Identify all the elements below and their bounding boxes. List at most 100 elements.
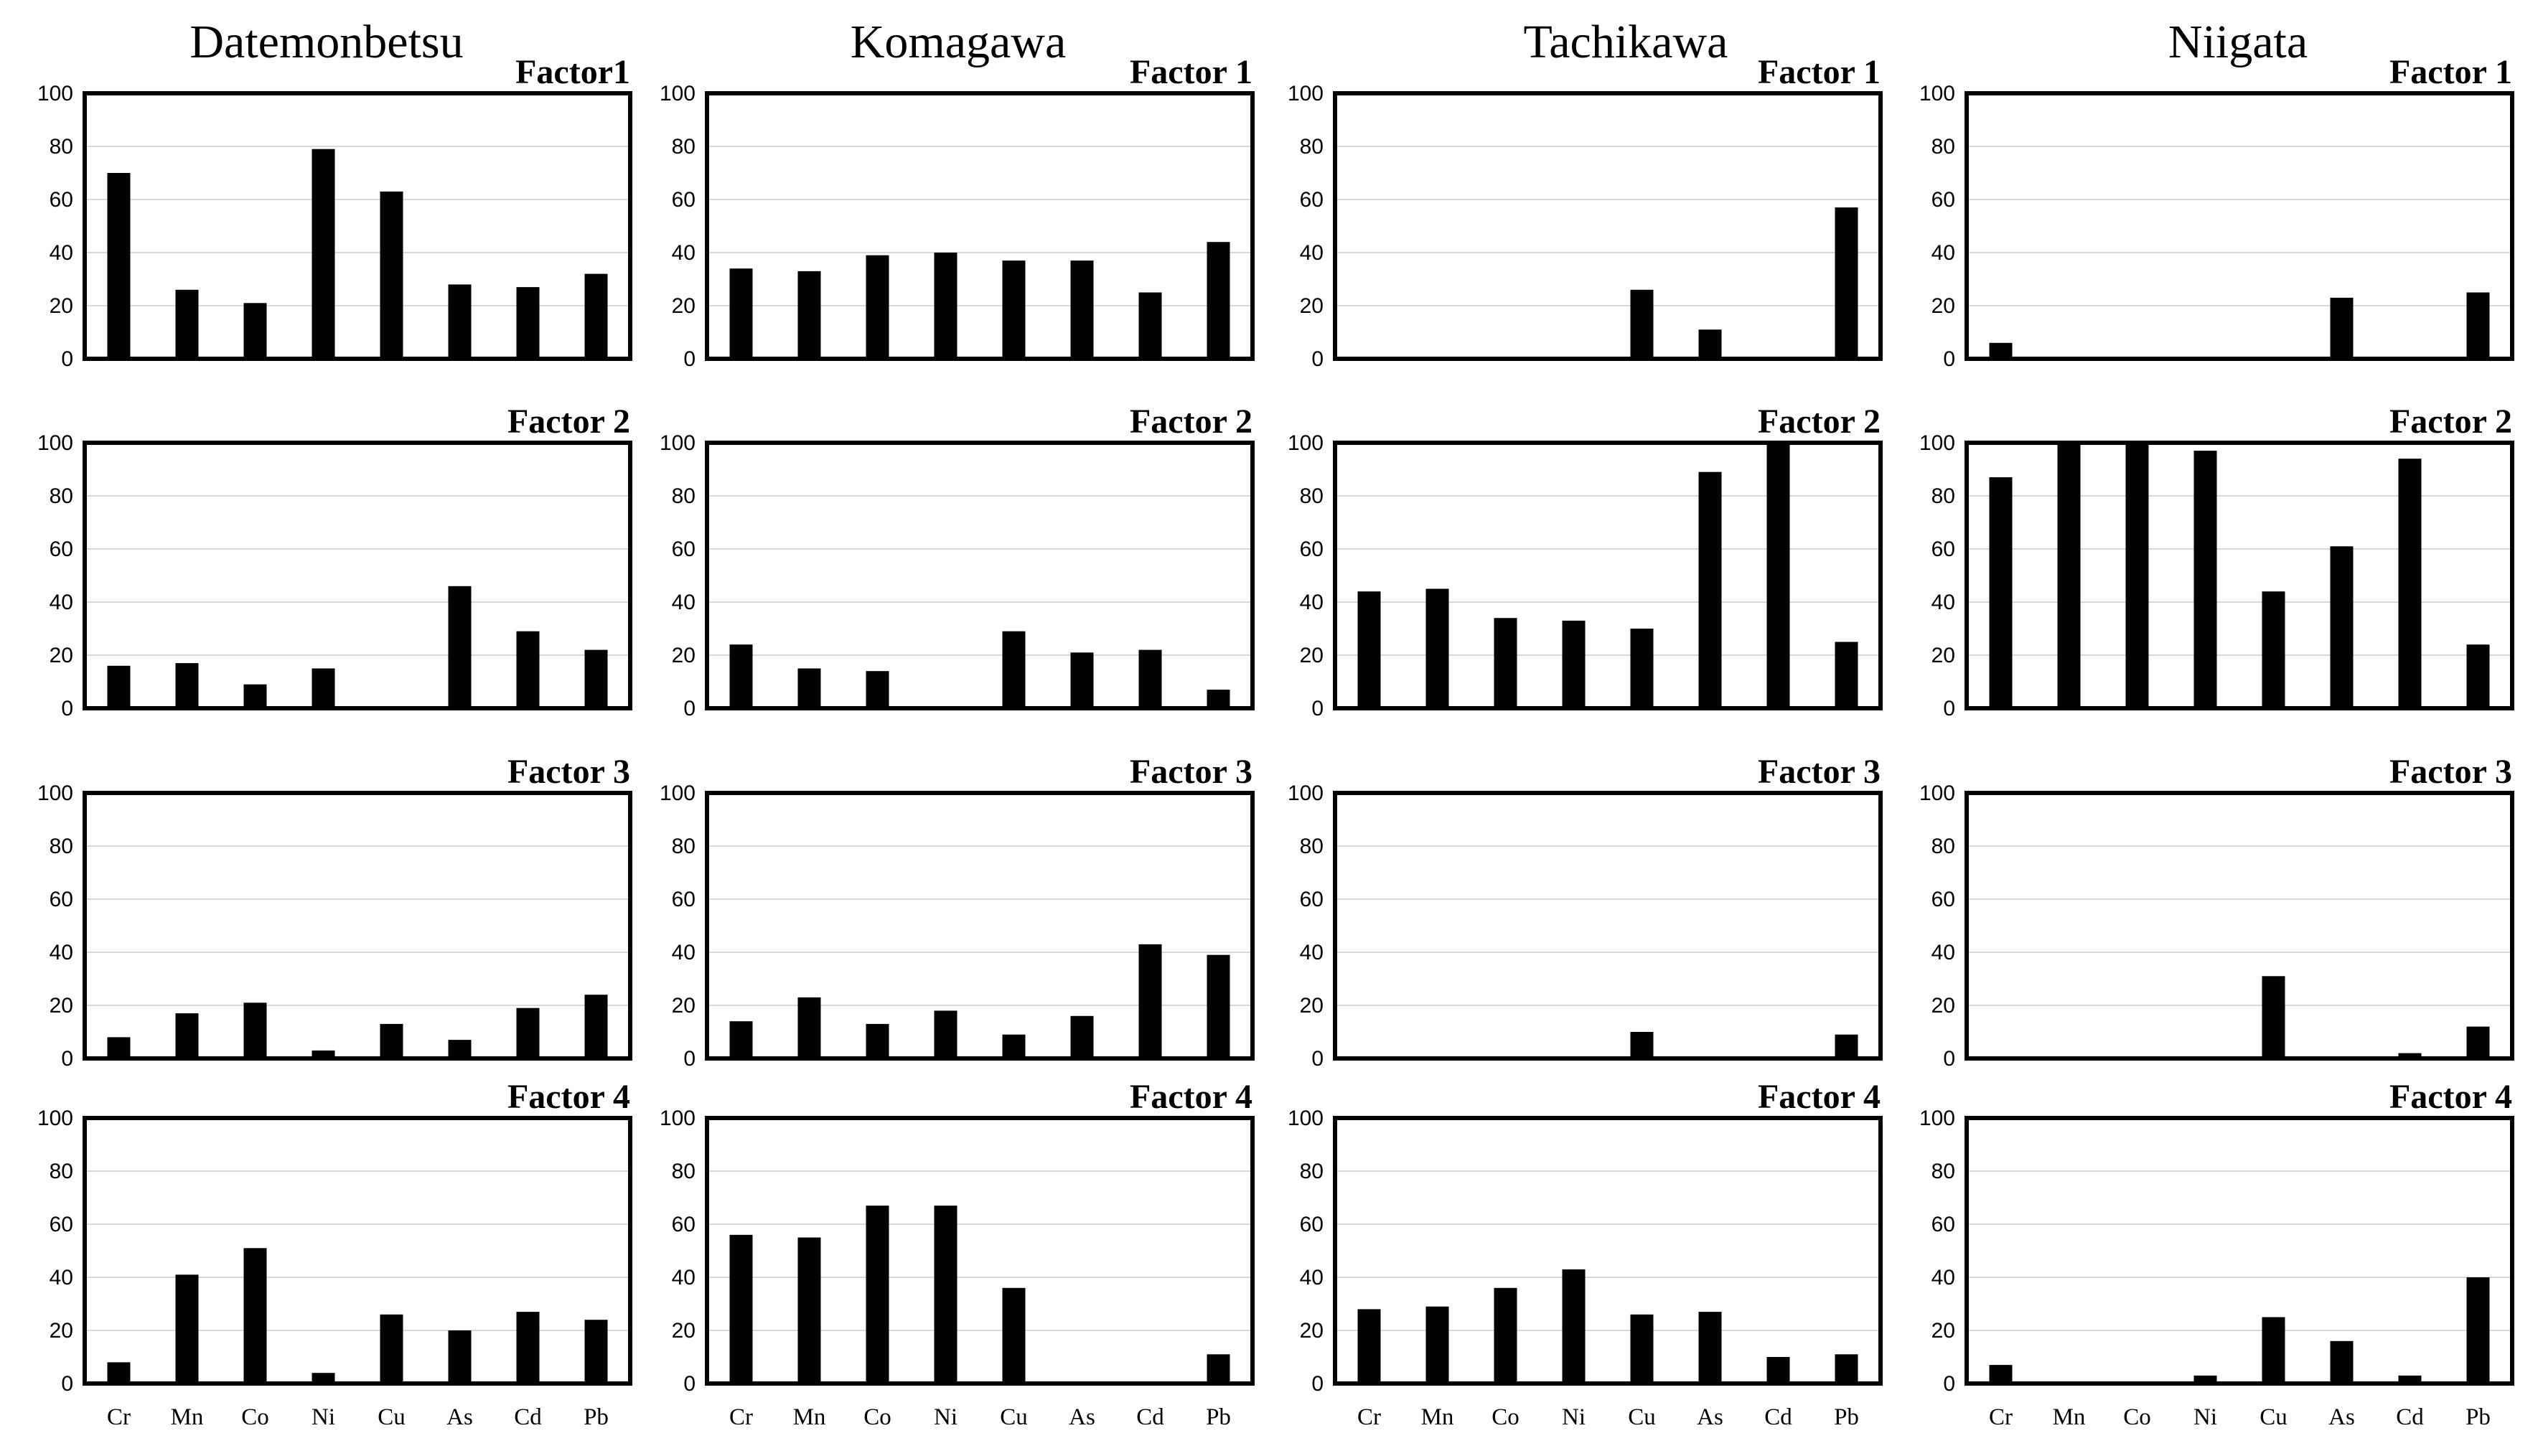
site-column-komagawa: Komagawa Factor 1 0 20 40 60 80 100 Factor 2 0 20 4… [660,16,1255,1430]
y-tick-label: 0 [1943,1047,1955,1071]
bar-co [866,1206,889,1384]
bar-mn [175,1013,199,1058]
bar-ni [934,1206,957,1384]
y-tick-label: 40 [50,1266,73,1290]
y-tick-label: 80 [50,835,73,858]
y-tick-label: 40 [50,591,73,614]
category-label-co: Co [2123,1404,2151,1430]
bar-mn [797,271,821,359]
panel-tachikawa-factor-4: Factor 4 0 20 40 60 80 100 [1288,1078,1883,1396]
bar-mn [797,668,821,708]
factor-title: Factor 1 [2389,53,2512,91]
plot-frame [1965,791,2514,1061]
y-tick-label: 20 [1931,294,1955,318]
factor-title: Factor 4 [1130,1078,1252,1116]
bar-cd [516,287,540,359]
y-tick-label: 0 [1311,1372,1324,1396]
bar-ni [312,1373,335,1384]
category-label-ni: Ni [1562,1404,1586,1430]
bar-cu [1002,631,1026,708]
bar-pb [584,1320,608,1384]
category-label-mn: Mn [2053,1404,2086,1430]
y-tick-label: 100 [1288,1107,1324,1130]
factor-title: Factor 3 [1130,753,1252,791]
bar-cr [107,1037,131,1058]
y-tick-label: 80 [1300,1160,1324,1183]
y-tick-label: 20 [50,644,73,667]
bar-cd [516,1312,540,1384]
factor-title: Factor 4 [1758,1078,1881,1116]
panel-niigata-factor-3: Factor 3 0 20 40 60 80 100 [1919,753,2514,1071]
bar-ni [2193,451,2217,708]
bar-co [866,1023,889,1058]
y-tick-label: 60 [1300,537,1324,561]
bar-pb [1207,242,1230,359]
category-label-cr: Cr [1357,1404,1381,1430]
y-tick-label: 0 [1943,1372,1955,1396]
bar-cu [2262,591,2285,708]
bar-cd [2398,459,2422,708]
y-tick-label: 20 [50,1319,73,1343]
y-tick-label: 40 [50,241,73,265]
category-label-cr: Cr [107,1404,131,1430]
y-tick-label: 0 [683,697,696,720]
bar-co [243,684,267,708]
bar-cd [1766,1357,1790,1384]
factor-title: Factor1 [515,53,630,91]
y-tick-label: 40 [1931,241,1955,265]
category-label-cd: Cd [1136,1404,1164,1430]
y-tick-label: 0 [61,347,73,371]
bar-mn [175,1274,199,1384]
bar-cu [1002,1034,1026,1058]
factor-title: Factor 3 [507,753,630,791]
y-tick-label: 100 [1919,431,1955,455]
bar-pb [584,273,608,359]
bar-cr [107,1362,131,1384]
y-tick-label: 60 [50,1213,73,1236]
bar-cr [729,268,753,359]
bar-cr [107,173,131,359]
plot-frame [83,441,632,710]
bar-pb [1835,1354,1858,1384]
factor-title: Factor 2 [1758,403,1881,441]
plot-frame [1333,441,1883,710]
plot-frame [1333,1116,1883,1386]
bar-pb [2466,644,2490,708]
bar-as [1698,329,1722,359]
bar-cu [1630,1314,1654,1384]
y-tick-label: 100 [1919,781,1955,805]
y-tick-label: 60 [672,1213,696,1236]
panel-niigata-factor-1: Factor 1 0 20 40 60 80 100 [1919,53,2514,371]
y-tick-label: 20 [672,644,696,667]
factor-title: Factor 2 [507,403,630,441]
category-label-ni: Ni [934,1404,957,1430]
plot-frame [83,1116,632,1386]
y-tick-label: 100 [1288,781,1324,805]
bar-as [1070,1015,1094,1058]
y-tick-label: 0 [1311,697,1324,720]
y-tick-label: 20 [50,294,73,318]
y-tick-label: 0 [1311,347,1324,371]
y-tick-label: 20 [1300,644,1324,667]
bar-as [2330,546,2354,708]
y-tick-label: 40 [1300,1266,1324,1290]
plot-frame [705,791,1255,1061]
y-tick-label: 80 [50,135,73,159]
y-tick-label: 80 [672,484,696,508]
bar-ni [1562,620,1586,708]
category-label-as: As [1697,1404,1723,1430]
bar-ni [312,668,335,708]
bar-co [243,303,267,359]
bar-ni [2193,1375,2217,1384]
y-tick-label: 60 [1931,888,1955,911]
panel-datemonbetsu-factor-4: Factor 4 0 20 40 60 80 100 [37,1078,632,1396]
y-tick-label: 100 [1919,1107,1955,1130]
y-tick-label: 40 [672,941,696,964]
y-tick-label: 100 [37,1107,73,1130]
site-column-datemonbetsu: Datemonbetsu Factor1 0 20 40 60 80 100 Factor 2 0… [37,16,632,1430]
y-tick-label: 60 [672,188,696,212]
bar-mn [1425,1306,1449,1384]
y-tick-label: 100 [660,1107,696,1130]
category-label-cr: Cr [1989,1404,2013,1430]
